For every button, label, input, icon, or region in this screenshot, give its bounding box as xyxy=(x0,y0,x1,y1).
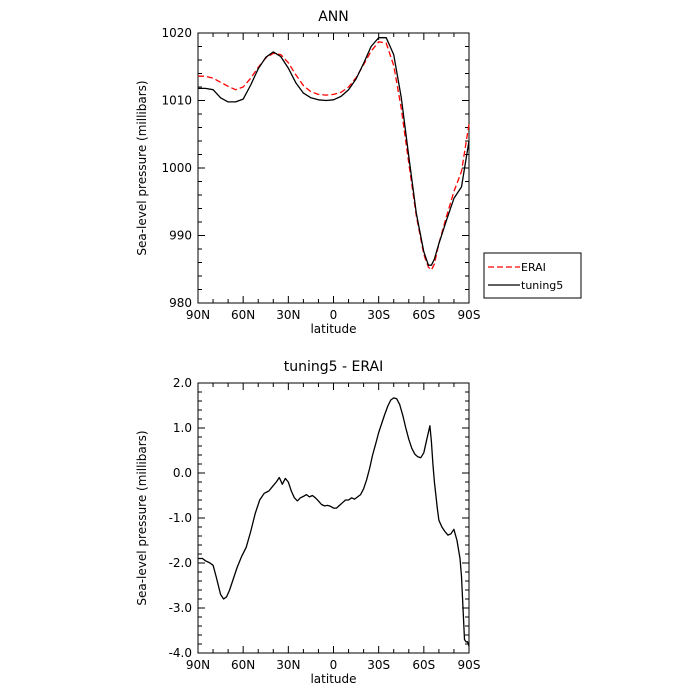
y-tick-label: 1020 xyxy=(161,26,192,40)
y-tick-label: -2.0 xyxy=(169,556,192,570)
y-tick-label: -4.0 xyxy=(169,646,192,660)
x-tick-label: 60N xyxy=(231,308,255,322)
x-tick-label: 0 xyxy=(330,308,338,322)
y-tick-label: 980 xyxy=(169,296,192,310)
x-tick-label: 60N xyxy=(231,658,255,672)
legend-label: tuning5 xyxy=(521,279,563,292)
x-tick-label: 90S xyxy=(458,658,481,672)
x-tick-label: 90N xyxy=(186,308,210,322)
x-tick-label: 30N xyxy=(276,658,300,672)
series-line-diff xyxy=(198,397,470,647)
series-line-tuning5 xyxy=(198,37,470,266)
y-tick-label: 1.0 xyxy=(173,421,192,435)
series-line-erai xyxy=(198,41,470,271)
legend-box xyxy=(483,252,582,299)
x-tick-label: 90S xyxy=(458,308,481,322)
y-tick-label: 990 xyxy=(169,229,192,243)
x-tick-label: 30S xyxy=(367,308,390,322)
x-axis-title: latitude xyxy=(310,672,356,686)
x-tick-label: 0 xyxy=(330,658,338,672)
legend-label: ERAI xyxy=(521,261,546,274)
y-tick-label: -3.0 xyxy=(169,601,192,615)
y-axis-title: Sea-level pressure (millibars) xyxy=(135,430,149,605)
y-axis-title: Sea-level pressure (millibars) xyxy=(135,80,149,255)
x-tick-label: 60S xyxy=(412,308,435,322)
plot-frame xyxy=(197,382,470,654)
x-tick-label: 60S xyxy=(412,658,435,672)
plot-frame xyxy=(197,32,470,304)
x-axis-title: latitude xyxy=(310,322,356,336)
y-tick-label: -1.0 xyxy=(169,511,192,525)
x-tick-label: 30S xyxy=(367,658,390,672)
y-tick-label: 1010 xyxy=(161,94,192,108)
chart-title: tuning5 - ERAI xyxy=(284,359,383,375)
y-tick-label: 2.0 xyxy=(173,376,192,390)
y-tick-label: 0.0 xyxy=(173,466,192,480)
chart-title: ANN xyxy=(318,9,349,25)
x-tick-label: 30N xyxy=(276,308,300,322)
y-tick-label: 1000 xyxy=(161,161,192,175)
x-tick-label: 90N xyxy=(186,658,210,672)
